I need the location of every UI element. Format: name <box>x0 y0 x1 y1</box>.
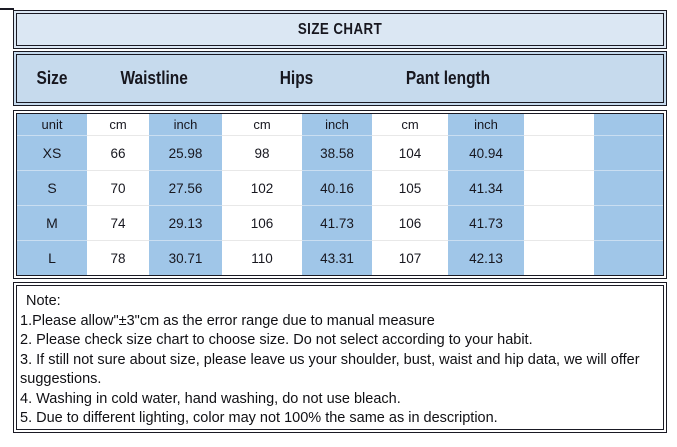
empty-cell <box>594 240 663 275</box>
header-pant-length-label: Pant length <box>405 68 491 88</box>
size-label-cell: M <box>17 205 87 240</box>
header-size: Size <box>17 68 87 89</box>
waist-cm-cell: 78 <box>87 240 149 275</box>
empty-cell <box>524 240 594 275</box>
waist-cm-cell: 70 <box>87 170 149 205</box>
empty-cell <box>524 205 594 240</box>
note-line: 4. Washing in cold water, hand washing, … <box>20 390 401 407</box>
size-row-xs: XS 66 25.98 98 38.58 104 40.94 <box>17 135 663 170</box>
size-label-cell: S <box>17 170 87 205</box>
hips-cm-cell: 110 <box>222 240 302 275</box>
header-pant-length: Pant length <box>372 68 524 89</box>
notes-section: Note: 1.Please allow"±3"cm as the error … <box>13 282 667 433</box>
hips-inch-cell: 43.31 <box>302 240 372 275</box>
waist-inch-cell: 29.13 <box>149 205 222 240</box>
header-waistline-label: Waistline <box>120 68 189 88</box>
note-line: 3. If still not sure about size, please … <box>20 351 640 368</box>
note-line: 2. Please check size chart to choose siz… <box>20 332 533 348</box>
header-size-label: Size <box>36 68 68 88</box>
size-label-cell: L <box>17 240 87 275</box>
unit-cell: inch <box>448 114 524 135</box>
column-group-header-row: Size Waistline Hips Pant length <box>13 51 667 106</box>
header-waistline: Waistline <box>87 68 222 89</box>
size-row-l: L 78 30.71 110 43.31 107 42.13 <box>17 240 663 275</box>
hips-cm-cell: 106 <box>222 205 302 240</box>
size-row-m: M 74 29.13 106 41.73 106 41.73 <box>17 205 663 240</box>
waist-cm-cell: 66 <box>87 135 149 170</box>
unit-cell: cm <box>372 114 448 135</box>
length-cm-cell: 105 <box>372 170 448 205</box>
hips-cm-cell: 102 <box>222 170 302 205</box>
hips-inch-cell: 41.73 <box>302 205 372 240</box>
empty-cell <box>594 114 663 135</box>
note-line: suggestions. <box>20 371 102 387</box>
length-cm-cell: 104 <box>372 135 448 170</box>
unit-cell: cm <box>222 114 302 135</box>
note-line: 5. Due to different lighting, color may … <box>20 410 498 426</box>
unit-cell: cm <box>87 114 149 135</box>
size-label-cell: XS <box>17 135 87 170</box>
size-chart-title-bar: SIZE CHART <box>13 10 667 49</box>
empty-cell <box>594 135 663 170</box>
waist-cm-cell: 74 <box>87 205 149 240</box>
length-inch-cell: 41.34 <box>448 170 524 205</box>
header-hips: Hips <box>222 68 372 89</box>
length-inch-cell: 42.13 <box>448 240 524 275</box>
length-inch-cell: 41.73 <box>448 205 524 240</box>
unit-cell: inch <box>302 114 372 135</box>
unit-cell: unit <box>17 114 87 135</box>
hips-inch-cell: 40.16 <box>302 170 372 205</box>
hips-cm-cell: 98 <box>222 135 302 170</box>
empty-cell <box>524 170 594 205</box>
empty-cell <box>524 114 594 135</box>
length-inch-cell: 40.94 <box>448 135 524 170</box>
length-cm-cell: 106 <box>372 205 448 240</box>
unit-cell: inch <box>149 114 222 135</box>
size-chart: SIZE CHART Size Waistline Hips Pant leng… <box>13 10 667 433</box>
note-line: 1.Please allow"±3"cm as the error range … <box>20 312 435 329</box>
size-row-s: S 70 27.56 102 40.16 105 41.34 <box>17 170 663 205</box>
unit-row: unit cm inch cm inch cm inch <box>17 114 663 135</box>
header-hips-label: Hips <box>280 68 314 88</box>
waist-inch-cell: 27.56 <box>149 170 222 205</box>
empty-cell <box>524 135 594 170</box>
hips-inch-cell: 38.58 <box>302 135 372 170</box>
size-table: unit cm inch cm inch cm inch XS 66 25.98… <box>13 110 667 279</box>
length-cm-cell: 107 <box>372 240 448 275</box>
notes-heading: Note: <box>26 293 61 309</box>
waist-inch-cell: 30.71 <box>149 240 222 275</box>
size-chart-title: SIZE CHART <box>297 20 383 38</box>
page-edge-line <box>0 8 14 10</box>
empty-cell <box>594 205 663 240</box>
empty-cell <box>594 170 663 205</box>
waist-inch-cell: 25.98 <box>149 135 222 170</box>
